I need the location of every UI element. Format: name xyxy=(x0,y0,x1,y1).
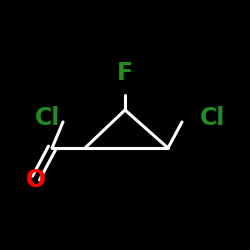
Text: F: F xyxy=(117,61,133,85)
Text: O: O xyxy=(26,168,46,192)
Text: Cl: Cl xyxy=(35,106,60,130)
Text: Cl: Cl xyxy=(200,106,226,130)
